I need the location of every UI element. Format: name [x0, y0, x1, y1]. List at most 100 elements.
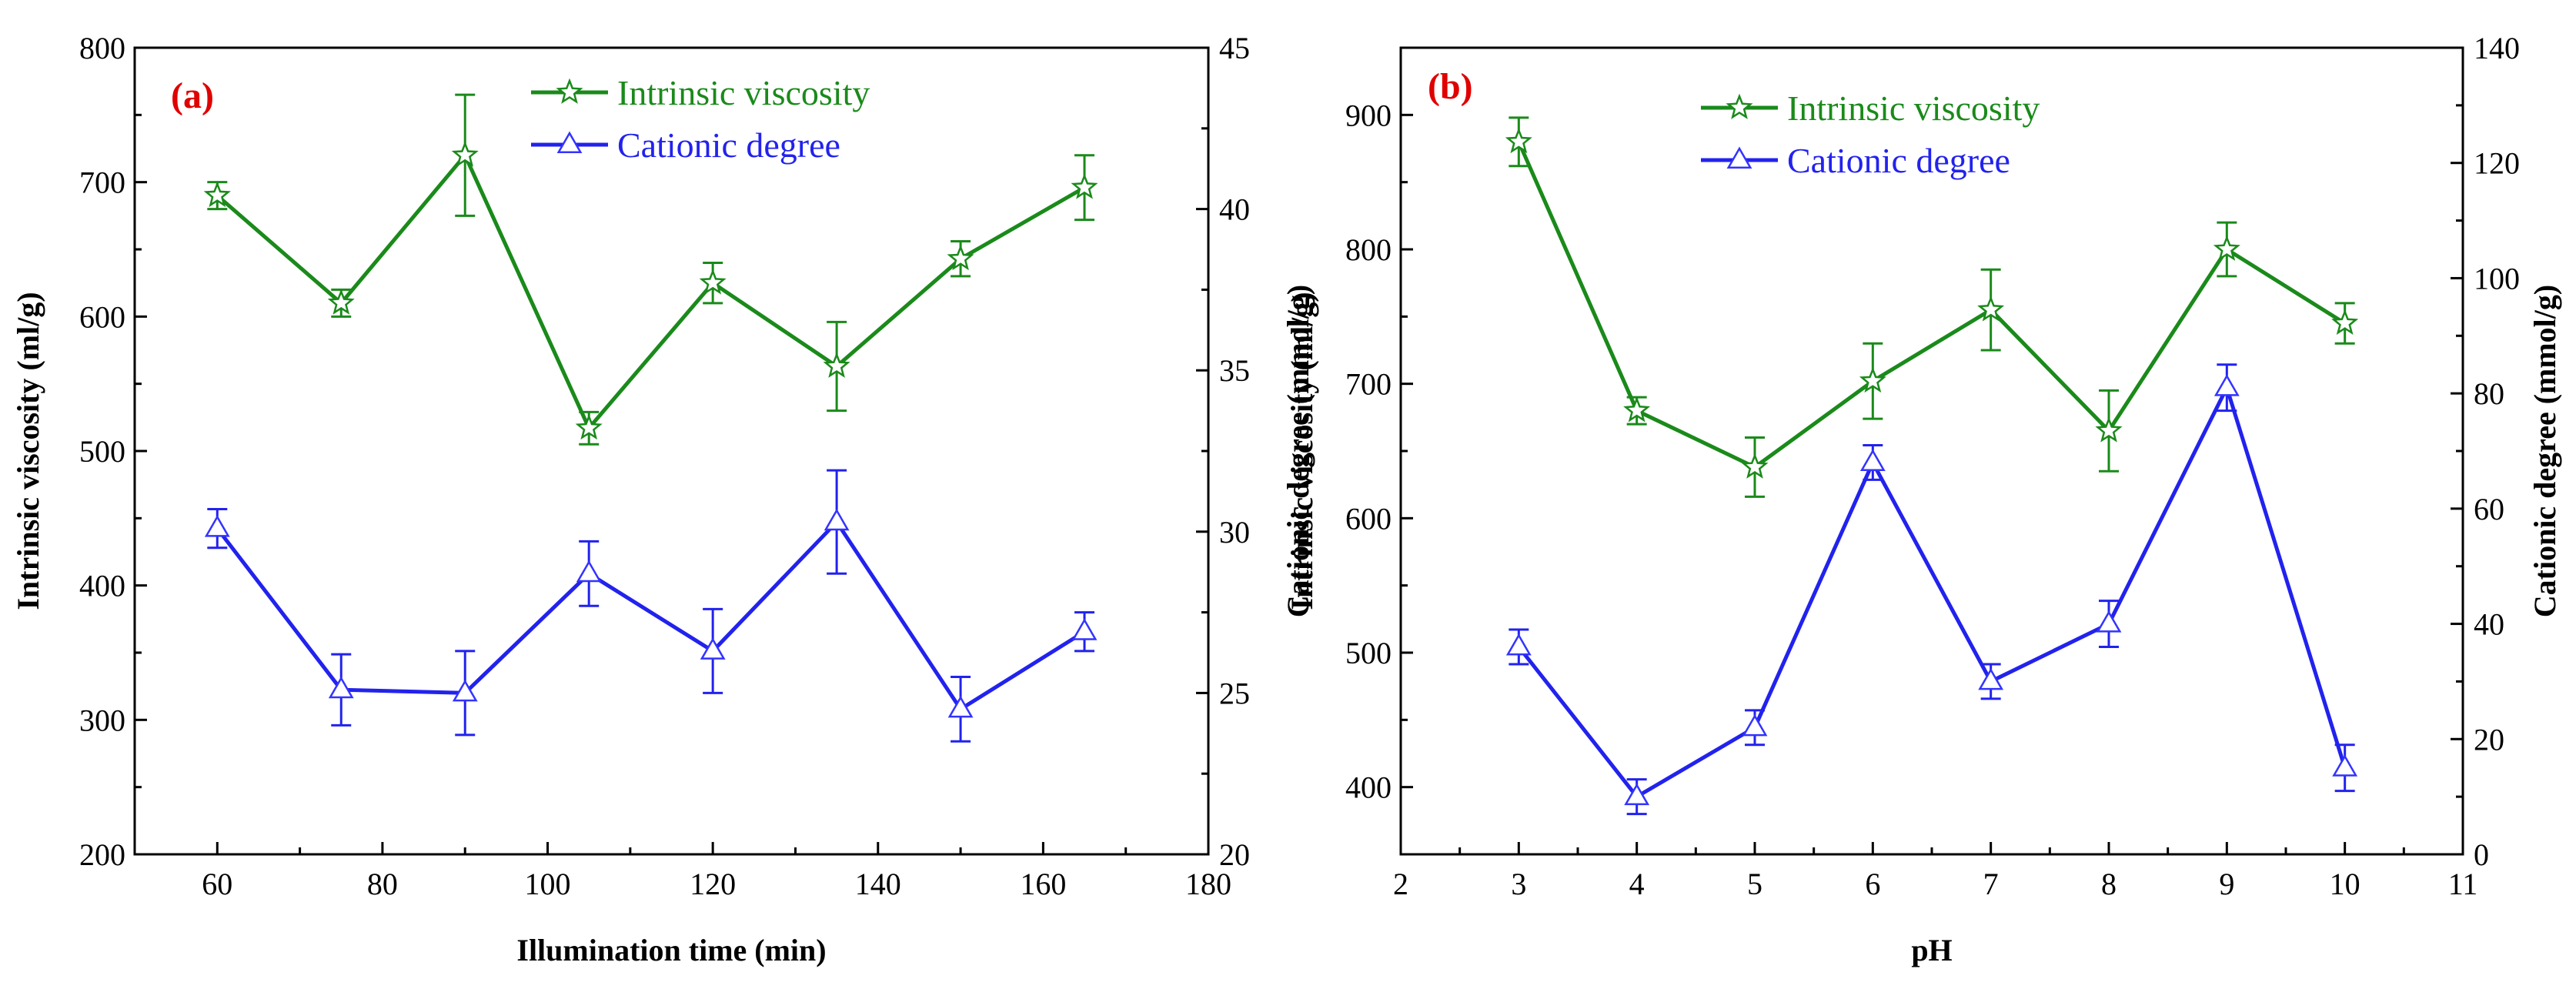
data-point-star [2095, 416, 2123, 443]
data-point-triangle [1505, 633, 1532, 656]
data-point-star [1859, 366, 1886, 393]
data-point-triangle [452, 679, 478, 702]
data-point-triangle [824, 508, 850, 531]
y-left-tick-label: 800 [1345, 232, 1392, 267]
chart-panel-b: 2 3 4 5 6 7 8 9 10 11 400 500 600 700 800 900 0 20 40 60 80 1… [1285, 31, 2562, 967]
legend-entry: Cationic degree [531, 125, 840, 165]
y-left-tick-label: 200 [79, 837, 125, 872]
legend-entry: Cationic degree [1701, 141, 2010, 180]
series-line [216, 152, 1086, 432]
y-right-tick-label: 20 [2474, 722, 2504, 757]
data-point-star [823, 352, 850, 378]
legend-label: Cationic degree [617, 125, 840, 165]
data-point-star [575, 413, 603, 440]
x-tick-label: 8 [2101, 867, 2117, 901]
data-point-star [947, 244, 974, 271]
x-tick-label: 140 [855, 867, 901, 901]
x-tick-label: 120 [690, 867, 736, 901]
y-left-tick-label: 800 [79, 31, 125, 65]
series-cationic-degree [204, 469, 1098, 743]
series-intrinsic-viscosity [1505, 116, 2359, 498]
x-tick-label: 160 [1020, 867, 1066, 901]
y-left-axis-title: Intrinsic viscosity (ml/g) [11, 292, 45, 610]
y-left-tick-label: 400 [1345, 770, 1392, 805]
x-tick-label: 6 [1865, 867, 1880, 901]
y-left-tick-label: 600 [1345, 501, 1392, 536]
y-left-axis-title: Intrinsic viscosity (ml/g) [1285, 292, 1319, 610]
x-tick-label: 10 [2330, 867, 2360, 901]
legend-label: Intrinsic viscosity [1787, 89, 2040, 128]
legend-star-icon [556, 78, 583, 104]
y-right-tick-label: 60 [2474, 492, 2504, 526]
x-tick-label: 60 [202, 867, 232, 901]
y-right-tick-label: 25 [1219, 676, 1250, 710]
y-right-tick-label: 20 [1219, 837, 1250, 872]
data-point-triangle [1071, 618, 1098, 640]
legend-triangle-icon [556, 131, 583, 153]
legend-entry: Intrinsic viscosity [1701, 89, 2040, 128]
y-right-tick-label: 40 [1219, 192, 1250, 227]
series-line [216, 519, 1086, 712]
data-point-star [1623, 396, 1651, 423]
y-left-tick-label: 700 [1345, 367, 1392, 402]
chart-panel-a: 60 80 100 120 140 160 180 200 300 400 500 600 700 800… [11, 31, 1315, 967]
legend-label: Cationic degree [1787, 141, 2010, 180]
x-axis-title: pH [1911, 933, 1952, 967]
y-left-tick-label: 500 [1345, 636, 1392, 670]
legend-label: Intrinsic viscosity [617, 73, 870, 112]
x-tick-label: 9 [2219, 867, 2234, 901]
y-left-tick-label: 300 [79, 703, 125, 737]
y-right-tick-label: 30 [1219, 515, 1250, 550]
x-tick-label: 11 [2448, 867, 2478, 901]
data-point-star [2331, 309, 2359, 335]
data-point-star [203, 181, 231, 208]
data-point-triangle [1859, 449, 1886, 471]
data-point-star [451, 141, 479, 167]
legend-entry: Intrinsic viscosity [531, 73, 870, 112]
data-point-star [699, 269, 727, 295]
y-right-tick-label: 0 [2474, 837, 2489, 872]
data-point-triangle [328, 676, 354, 699]
data-point-triangle [700, 637, 726, 660]
series-line [1517, 141, 2347, 469]
data-point-star [1505, 127, 1532, 154]
y-right-tick-label: 35 [1219, 353, 1250, 388]
data-point-triangle [2332, 754, 2358, 777]
data-point-triangle [204, 515, 230, 537]
y-left-tick-label: 400 [79, 569, 125, 603]
data-point-triangle [947, 695, 974, 718]
data-point-triangle [576, 560, 602, 583]
x-tick-label: 3 [1511, 867, 1526, 901]
y-right-axis-title: Cationic degree (mmol/g) [1281, 285, 1315, 617]
data-point-triangle [1742, 713, 1768, 737]
y-left-tick-label: 600 [79, 299, 125, 334]
x-tick-label: 2 [1393, 867, 1408, 901]
y-right-tick-label: 120 [2474, 146, 2520, 181]
y-right-tick-label: 140 [2474, 31, 2520, 65]
y-right-tick-label: 80 [2474, 376, 2504, 411]
data-point-star [1071, 173, 1098, 199]
x-tick-label: 80 [367, 867, 398, 901]
panel-label: (b) [1428, 66, 1473, 107]
series-line [1517, 383, 2347, 800]
y-right-tick-label: 40 [2474, 607, 2504, 642]
y-right-axis-title: Cationic degree (mmol/g) [2528, 285, 2562, 617]
x-tick-label: 7 [1983, 867, 1999, 901]
series-cationic-degree [1505, 363, 2358, 816]
x-axis-title: Illumination time (min) [516, 933, 826, 967]
data-point-star [1977, 296, 2005, 322]
data-point-triangle [2096, 610, 2122, 633]
data-point-triangle [2213, 374, 2240, 396]
data-point-star [2213, 235, 2240, 261]
data-point-triangle [1624, 783, 1650, 806]
data-point-triangle [1978, 667, 2004, 690]
y-left-tick-label: 700 [79, 165, 125, 200]
x-tick-label: 100 [525, 867, 571, 901]
legend-star-icon [1726, 93, 1753, 119]
x-tick-label: 5 [1747, 867, 1762, 901]
y-right-tick-label: 100 [2474, 261, 2520, 296]
data-point-star [1741, 453, 1769, 479]
panel-label: (a) [171, 75, 214, 116]
y-left-tick-label: 500 [79, 434, 125, 469]
data-point-star [327, 289, 355, 315]
